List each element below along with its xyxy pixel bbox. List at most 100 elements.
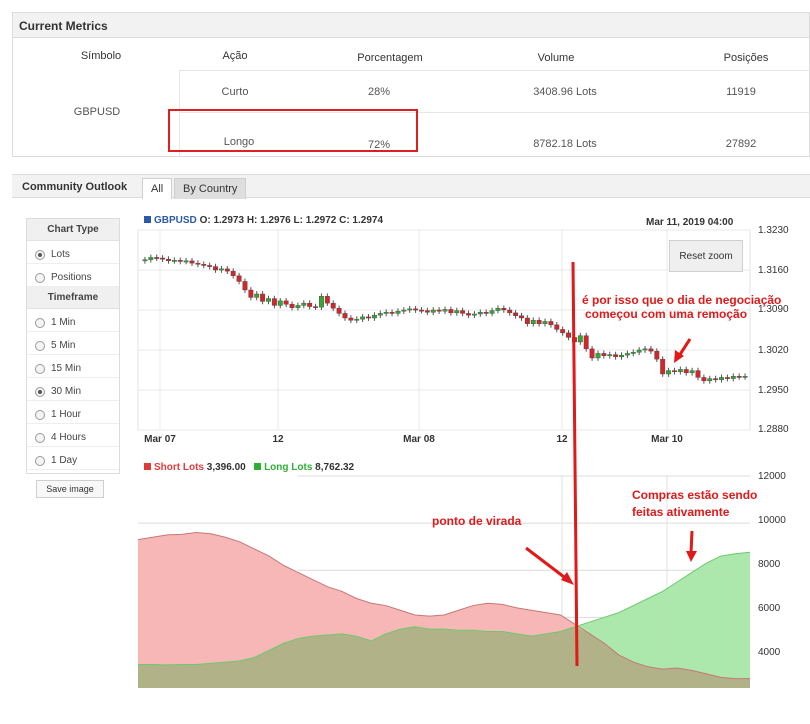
area-series [138, 533, 750, 688]
candle [584, 336, 588, 349]
candle [537, 320, 541, 323]
candle [496, 308, 500, 310]
candle [560, 329, 564, 332]
candle [154, 257, 158, 258]
candle [690, 371, 694, 373]
candle [490, 311, 494, 314]
candle [202, 264, 206, 265]
candle [278, 301, 282, 306]
candle [149, 257, 153, 259]
candle [237, 276, 241, 282]
candle [502, 308, 506, 310]
candle [360, 317, 364, 319]
candle [272, 299, 276, 306]
candle [672, 371, 676, 372]
candle [307, 303, 311, 306]
candle [555, 325, 559, 330]
candle [519, 316, 523, 318]
arrow-virada-head [561, 572, 574, 585]
candle [254, 294, 258, 297]
candle [472, 314, 476, 315]
candle [460, 311, 464, 314]
candle [390, 312, 394, 313]
candle [513, 313, 517, 316]
candle [413, 309, 417, 310]
candle [231, 271, 235, 276]
candle [302, 303, 306, 305]
candle [643, 349, 647, 350]
candle [284, 301, 288, 304]
candle [466, 313, 470, 315]
candle [249, 290, 253, 297]
arrow-compras [691, 531, 692, 553]
candle [725, 377, 729, 378]
candle [566, 333, 570, 338]
candle [178, 260, 182, 261]
candle [419, 310, 423, 311]
arrow-compras-head [686, 551, 697, 562]
candle [225, 269, 229, 271]
candle [649, 349, 653, 351]
candle [190, 261, 194, 263]
candle [613, 355, 617, 357]
candle [143, 260, 147, 261]
candle [331, 303, 335, 308]
candle [219, 269, 223, 270]
candle [743, 376, 747, 377]
candle [637, 350, 641, 352]
candle [337, 308, 341, 313]
candle [407, 309, 411, 310]
candle [160, 258, 164, 259]
candle [355, 319, 359, 320]
candle [608, 355, 612, 356]
candle [625, 353, 629, 355]
candle [196, 263, 200, 264]
candle [172, 260, 176, 261]
candle [325, 296, 329, 303]
candle [260, 294, 264, 301]
candle [525, 318, 529, 324]
candle [631, 352, 635, 353]
candle [666, 371, 670, 374]
candle [449, 309, 453, 312]
candle [719, 377, 723, 379]
candle [166, 259, 170, 261]
candle [619, 355, 623, 357]
candle [207, 265, 211, 266]
candle [455, 311, 459, 313]
candle [431, 310, 435, 312]
candle [349, 318, 353, 320]
candle [578, 336, 582, 342]
candle [737, 376, 741, 377]
candle [384, 312, 388, 313]
candle [290, 304, 294, 307]
candle [596, 353, 600, 358]
candle [378, 313, 382, 315]
candle [484, 312, 488, 313]
candle [702, 377, 706, 380]
candle [660, 359, 664, 374]
price-chart-plot [138, 230, 750, 430]
candle [372, 315, 376, 318]
candle [696, 371, 700, 378]
reset-zoom-button[interactable]: Reset zoom [669, 240, 743, 272]
candle [590, 349, 594, 358]
candle [531, 320, 535, 323]
candle [184, 261, 188, 262]
candle [678, 369, 682, 371]
candle [343, 313, 347, 318]
candle [313, 307, 317, 308]
candle [602, 353, 606, 355]
candle [425, 311, 429, 313]
candle [655, 351, 659, 359]
candle [266, 299, 270, 302]
candle [443, 309, 447, 311]
candle [708, 379, 712, 381]
candle [402, 310, 406, 311]
candle [319, 296, 323, 307]
candle [731, 376, 735, 378]
candle [549, 321, 553, 324]
candle [366, 317, 370, 318]
candle [684, 369, 688, 372]
